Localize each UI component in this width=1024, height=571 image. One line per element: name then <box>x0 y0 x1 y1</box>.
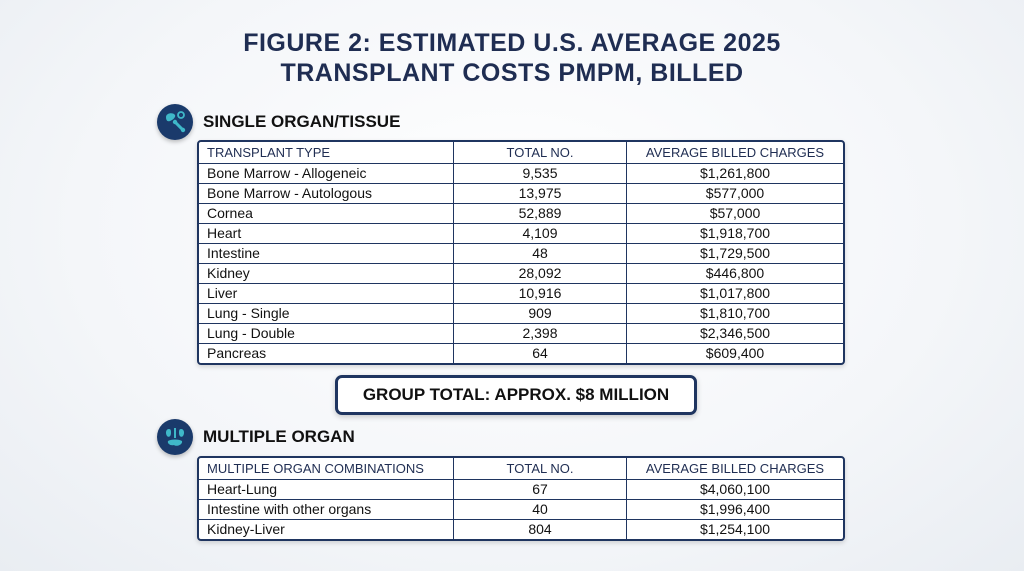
cell-total: 10,916 <box>453 283 627 304</box>
cell-type: Bone Marrow - Allogeneic <box>199 163 454 184</box>
cell-charges: $1,017,800 <box>626 283 843 304</box>
cell-type: Cornea <box>199 203 454 224</box>
cell-type: Kidney <box>199 263 454 284</box>
cell-type: Heart <box>199 223 454 244</box>
cell-charges: $446,800 <box>626 263 843 284</box>
cell-type: Intestine with other organs <box>199 499 454 520</box>
organ-icon <box>157 104 193 140</box>
multiple-organ-table: MULTIPLE ORGAN COMBINATIONS TOTAL NO. AV… <box>197 456 845 541</box>
table-row: Pancreas 64 $609,400 <box>199 343 843 363</box>
cell-total: 52,889 <box>453 203 627 224</box>
single-organ-table: TRANSPLANT TYPE TOTAL NO. AVERAGE BILLED… <box>197 140 845 365</box>
multiple-organ-heading: MULTIPLE ORGAN <box>203 427 355 446</box>
cell-total: 4,109 <box>453 223 627 244</box>
cell-charges: $4,060,100 <box>626 479 843 500</box>
multiple-organ-icon <box>157 419 193 455</box>
cell-type: Bone Marrow - Autologous <box>199 183 454 204</box>
cell-charges: $609,400 <box>705 345 765 361</box>
table-row: Lung - Double 2,398 $2,346,500 <box>199 323 843 344</box>
cell-total: 909 <box>453 303 627 324</box>
cell-type: Kidney-Liver <box>199 519 454 539</box>
multiple-organ-heading-row: MULTIPLE ORGAN <box>157 419 355 455</box>
cell-total: 2,398 <box>453 323 627 344</box>
table-row: Intestine with other organs 40 $1,996,40… <box>199 499 843 520</box>
title-line-2: TRANSPLANT COSTS PMPM, BILLED <box>280 59 744 87</box>
table-row: Lung - Single 909 $1,810,700 <box>199 303 843 324</box>
table-row: Heart-Lung 67 $4,060,100 <box>199 479 843 500</box>
cell-charges: $2,346,500 <box>626 323 843 344</box>
cell-total: 48 <box>453 243 627 264</box>
cell-total: 9,535 <box>453 163 627 184</box>
cell-charges: $577,000 <box>626 183 843 204</box>
table-row: Kidney 28,092 $446,800 <box>199 263 843 284</box>
column-header-total: TOTAL NO. <box>453 458 627 480</box>
cell-charges: $1,918,700 <box>626 223 843 244</box>
cell-type: Heart-Lung <box>199 479 454 500</box>
cell-total: 28,092 <box>453 263 627 284</box>
table-row: Heart 4,109 $1,918,700 <box>199 223 843 244</box>
cell-charges: $1,261,800 <box>626 163 843 184</box>
cell-type: Liver <box>199 283 454 304</box>
single-organ-heading-row: SINGLE ORGAN/TISSUE <box>157 104 400 140</box>
figure-title: FIGURE 2: ESTIMATED U.S. AVERAGE 2025 TR… <box>0 28 1024 88</box>
column-header-total: TOTAL NO. <box>453 142 627 164</box>
column-header-type: TRANSPLANT TYPE <box>199 142 454 164</box>
cell-charges: $57,000 <box>626 203 843 224</box>
single-organ-heading: SINGLE ORGAN/TISSUE <box>203 112 401 131</box>
cell-type: Lung - Single <box>199 303 454 324</box>
cell-total: 67 <box>453 479 627 500</box>
cell-type: Pancreas <box>199 343 454 363</box>
table-row: Kidney-Liver 804 $1,254,100 <box>199 519 843 539</box>
table-row: Liver 10,916 $1,017,800 <box>199 283 843 304</box>
table-row: Cornea 52,889 $57,000 <box>199 203 843 224</box>
cell-total: 40 <box>453 499 627 520</box>
column-header-charges: AVERAGE BILLED CHARGES <box>626 458 843 480</box>
table-header-row: MULTIPLE ORGAN COMBINATIONS TOTAL NO. AV… <box>199 458 843 480</box>
cell-charges: $1,729,500 <box>626 243 843 264</box>
table-header-row: TRANSPLANT TYPE TOTAL NO. AVERAGE BILLED… <box>199 142 843 164</box>
cell-charges: $1,996,400 <box>626 499 843 520</box>
title-line-1: FIGURE 2: ESTIMATED U.S. AVERAGE 2025 <box>243 29 781 57</box>
group-total-badge: GROUP TOTAL: APPROX. $8 MILLION <box>335 375 697 415</box>
cell-total: 804 <box>453 519 627 539</box>
cell-charges: $1,254,100 <box>699 521 771 537</box>
table-row: Bone Marrow - Autologous 13,975 $577,000 <box>199 183 843 204</box>
cell-type: Lung - Double <box>199 323 454 344</box>
table-row: Bone Marrow - Allogeneic 9,535 $1,261,80… <box>199 163 843 184</box>
column-header-combination: MULTIPLE ORGAN COMBINATIONS <box>199 458 454 480</box>
table-row: Intestine 48 $1,729,500 <box>199 243 843 264</box>
cell-total: 13,975 <box>453 183 627 204</box>
cell-charges: $1,810,700 <box>626 303 843 324</box>
column-header-charges: AVERAGE BILLED CHARGES <box>626 142 843 164</box>
cell-total: 64 <box>453 343 627 363</box>
cell-type: Intestine <box>199 243 454 264</box>
